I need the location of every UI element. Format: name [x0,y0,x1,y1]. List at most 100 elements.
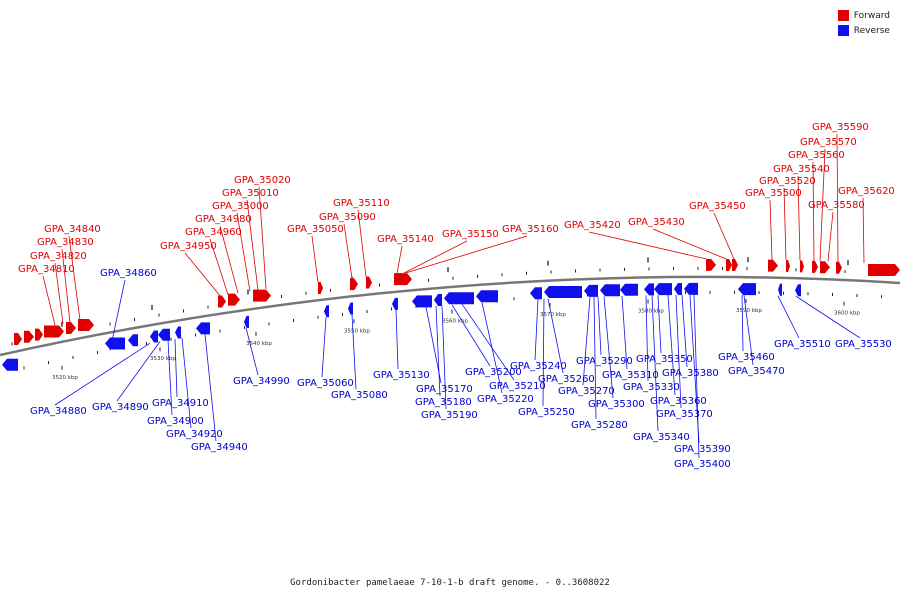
forward-gene-feature [836,261,842,274]
forward-gene-feature [726,258,732,271]
reverse-leader-line [777,295,800,339]
reverse-leader-line [651,295,659,432]
forward-gene-label: GPA_35590 [812,122,869,133]
scale-label: 3520 kbp [52,375,78,381]
legend-reverse: Reverse [837,23,890,38]
gene-features [2,258,900,371]
reverse-gene-label: GPA_35080 [331,390,388,401]
scale-label: 3580 kbp [638,309,664,315]
legend-forward: Forward [837,8,890,23]
forward-gene-label: GPA_35010 [222,188,279,199]
reverse-leader-line [693,294,700,459]
forward-leader-line [652,228,727,260]
reverse-gene-label: GPA_35470 [728,366,785,377]
reverse-gene-feature [778,283,782,296]
reverse-gene-label: GPA_35340 [633,432,690,443]
forward-gene-label: GPA_35160 [502,224,559,235]
forward-leader-line [258,186,267,290]
reverse-leader-line [461,303,515,381]
forward-gene-feature [812,260,818,273]
reverse-gene-label: GPA_34860 [100,268,157,279]
forward-gene-feature [66,322,76,335]
reverse-gene-label: GPA_35180 [415,397,472,408]
forward-gene-feature [318,282,323,295]
reverse-gene-label: GPA_35460 [718,352,775,363]
reverse-gene-label: GPA_35530 [835,339,892,350]
forward-gene-feature [786,260,790,273]
reverse-leader-line [795,295,861,339]
reverse-gene-label: GPA_35190 [421,410,478,421]
reverse-gene-label: GPA_35310 [602,370,659,381]
forward-gene-feature [820,261,830,274]
reverse-gene-label: GPA_34910 [152,398,209,409]
reverse-leader-line [435,306,441,397]
reverse-gene-label: GPA_35330 [623,382,680,393]
reverse-leader-line [593,296,597,420]
reverse-gene-label: GPA_35510 [774,339,831,350]
reverse-gene-label: GPA_35360 [650,396,707,407]
legend-forward-label: Forward [853,10,890,21]
reverse-gene-feature [476,290,498,303]
forward-leader-line [769,199,773,260]
reverse-gene-feature [2,358,18,371]
reverse-gene-label: GPA_34890 [92,402,149,413]
reverse-leader-line [645,295,649,382]
legend: Forward Reverse [837,8,890,38]
reverse-gene-label: GPA_35280 [571,420,628,431]
forward-gene-label: GPA_35570 [800,137,857,148]
reverse-leader-line [582,296,591,386]
reverse-gene-label: GPA_35060 [297,378,354,389]
reverse-gene-label: GPA_34900 [147,416,204,427]
reverse-gene-feature [105,337,125,350]
reverse-gene-feature [324,305,329,318]
reverse-swatch [837,25,849,36]
forward-leader-line [783,187,787,260]
forward-gene-feature [14,333,22,346]
reverse-leader-line [54,342,151,406]
forward-gene-feature [35,328,43,341]
reverse-gene-feature [544,285,582,298]
reverse-gene-label: GPA_35250 [518,407,575,418]
forward-gene-label: GPA_35000 [212,201,269,212]
forward-leader-line [812,161,815,261]
reverse-leader-line [441,305,447,410]
scale-label: 3540 kbp [246,341,272,347]
reverse-leader-line [675,294,682,409]
scale-label: 3550 kbp [344,328,370,334]
scale-label: 3590 kbp [736,308,762,314]
reverse-gene-label: GPA_35220 [477,394,534,405]
reverse-leader-line [743,295,754,366]
forward-leader-line [396,245,403,274]
reverse-leader-line [741,295,744,352]
reverse-leader-line [167,340,173,416]
forward-gene-feature [350,278,358,291]
reverse-gene-feature [654,283,672,296]
reverse-gene-feature [600,284,620,297]
reverse-gene-feature [244,315,249,328]
reverse-gene-feature [644,283,654,296]
reverse-gene-label: GPA_34920 [166,429,223,440]
forward-gene-label: GPA_34810 [18,264,75,275]
forward-leader-line [209,238,229,295]
forward-gene-label: GPA_35090 [319,212,376,223]
reverse-gene-label: GPA_35300 [588,399,645,410]
reverse-gene-label: GPA_35260 [538,374,595,385]
reverse-gene-feature [684,282,698,295]
forward-swatch [837,10,849,21]
reverse-leader-line [603,296,614,399]
reverse-leader-line [451,304,491,367]
reverse-gene-feature [444,292,474,305]
forward-leader-line [588,231,707,260]
forward-leader-line [219,225,239,294]
forward-leader-line [343,223,353,279]
reverse-gene-feature [738,283,756,296]
reverse-gene-feature [128,334,138,347]
forward-gene-label: GPA_34950 [160,241,217,252]
forward-gene-label: GPA_35580 [808,200,865,211]
reverse-leader-line [395,309,399,370]
forward-leader-line [357,209,367,277]
reverse-gene-feature [620,283,638,296]
forward-gene-label: GPA_35140 [377,234,434,245]
reverse-leader-line [667,295,676,396]
